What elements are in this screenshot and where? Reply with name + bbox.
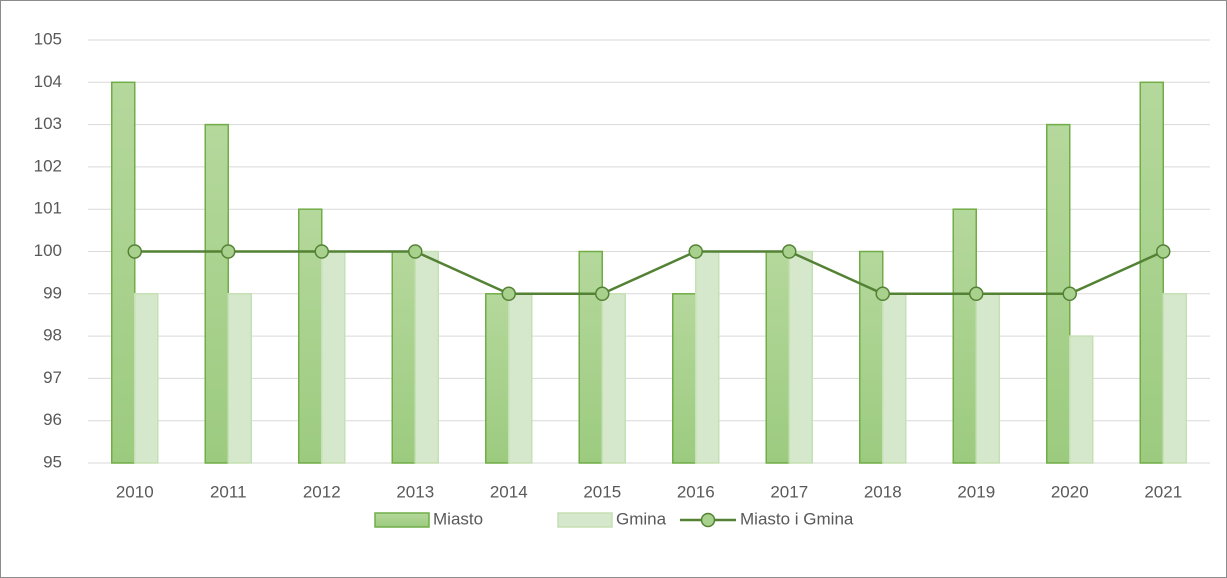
bar	[321, 250, 346, 464]
legend-swatch	[557, 512, 613, 528]
marker	[127, 244, 142, 259]
y-tick-label: 103	[34, 114, 62, 133]
x-tick-label: 2014	[490, 482, 528, 501]
y-tick-label: 96	[43, 410, 62, 429]
y-tick-label: 98	[43, 326, 62, 345]
bar	[204, 123, 229, 464]
bar	[672, 293, 697, 464]
y-tick-label: 105	[34, 29, 62, 48]
x-tick-label: 2018	[864, 482, 902, 501]
marker	[688, 244, 703, 259]
y-tick-label: 104	[34, 72, 62, 91]
bar	[485, 293, 510, 464]
bar	[1069, 335, 1094, 464]
bar	[111, 81, 136, 464]
x-tick-label: 2012	[303, 482, 341, 501]
bar	[788, 250, 813, 464]
x-tick-label: 2011	[210, 482, 247, 501]
marker	[1062, 286, 1077, 302]
marker	[221, 244, 236, 259]
marker	[782, 244, 797, 259]
legend-swatch	[374, 512, 430, 528]
bar	[601, 293, 626, 464]
marker	[501, 286, 516, 302]
marker	[595, 286, 610, 302]
y-tick-label: 97	[43, 368, 62, 387]
x-tick-label: 2013	[396, 482, 434, 501]
legend-label: Miasto i Gmina	[740, 509, 854, 528]
bar	[765, 250, 790, 464]
y-tick-label: 100	[34, 241, 62, 260]
y-tick-label: 99	[43, 283, 62, 302]
bar	[134, 293, 159, 464]
bar	[952, 208, 977, 464]
bar	[1162, 293, 1187, 464]
marker	[1156, 244, 1171, 259]
marker	[969, 286, 984, 302]
y-tick-label: 95	[43, 452, 62, 471]
x-tick-label: 2015	[583, 482, 621, 501]
x-tick-label: 2021	[1144, 482, 1182, 501]
bar	[1139, 81, 1164, 464]
marker	[408, 244, 423, 259]
marker	[875, 286, 890, 302]
legend-label: Miasto	[433, 509, 483, 528]
bar	[227, 293, 252, 464]
bar	[695, 250, 720, 464]
x-tick-label: 2016	[677, 482, 715, 501]
legend-label: Gmina	[616, 509, 667, 528]
bar	[508, 293, 533, 464]
x-tick-label: 2019	[957, 482, 995, 501]
bar	[578, 250, 603, 464]
bar	[882, 293, 907, 464]
line	[134, 250, 1164, 296]
bar	[975, 293, 1000, 464]
y-tick-label: 102	[34, 156, 62, 175]
bar	[859, 250, 884, 464]
x-tick-label: 2020	[1051, 482, 1089, 501]
legend-marker	[700, 512, 716, 528]
marker	[314, 244, 329, 259]
bar	[391, 250, 416, 464]
x-tick-label: 2017	[770, 482, 808, 501]
x-tick-label: 2010	[116, 482, 154, 501]
bar	[414, 250, 439, 464]
y-tick-label: 101	[34, 199, 62, 218]
